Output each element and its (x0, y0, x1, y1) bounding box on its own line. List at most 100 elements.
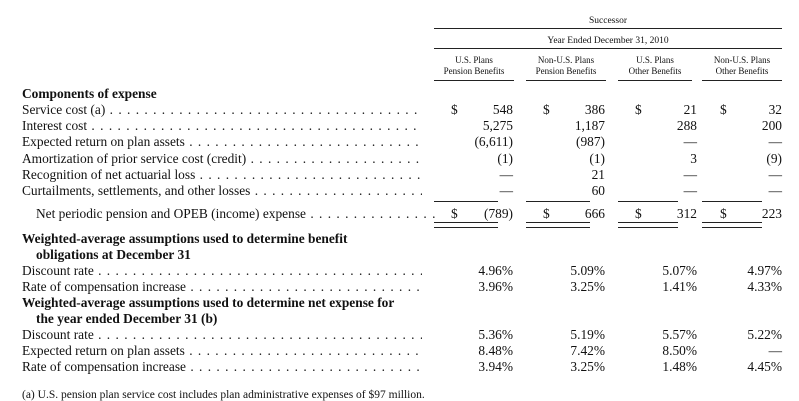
cell-value: 60 (591, 183, 605, 198)
row-label: Curtailments, settlements, and other los… (22, 183, 422, 199)
currency-symbol: $ (635, 206, 642, 221)
cell-value: — (499, 183, 513, 198)
table-row: Recognition of net actuarial loss . . . … (22, 167, 782, 183)
cell-value: 5.36% (478, 327, 513, 342)
leader-dots: . . . . . . . . . . . . . . . . . . . . … (250, 151, 422, 166)
section-title-components: Components of expense (22, 86, 157, 101)
leader-dots: . . . . . . . . . . . . . . . . . . . . … (189, 343, 422, 358)
leader-dots: . . . . . . . . . . . . . . . . . . . . … (190, 359, 422, 374)
row-label-text: Rate of compensation increase (22, 359, 186, 374)
cell-value: 4.45% (747, 359, 782, 374)
subtotal-rule (618, 201, 678, 202)
cell-value: 1.41% (662, 279, 697, 294)
subtotal-rule (702, 201, 762, 202)
cell-value: 21 (683, 102, 697, 117)
table-row: Curtailments, settlements, and other los… (22, 183, 782, 199)
leader-dots: . . . . . . . . . . . . . . . . . . . . … (199, 167, 422, 182)
row-label: Amortization of prior service cost (cred… (22, 151, 422, 167)
table-row: Service cost (a) . . . . . . . . . . . .… (22, 102, 782, 118)
column-header-nonus-other: Non-U.S. Plans Other Benefits (702, 55, 782, 81)
cell-value: 312 (676, 206, 697, 221)
leader-dots: . . . . . . . . . . . . . . . . . . . . … (109, 102, 422, 117)
column-header-line: U.S. Plans (636, 55, 674, 65)
cell-value: 32 (768, 102, 782, 117)
row-label: Net periodic pension and OPEB (income) e… (22, 206, 436, 222)
cell-value: 288 (676, 118, 697, 133)
cell-value: (9) (766, 151, 782, 166)
row-label: Interest cost . . . . . . . . . . . . . … (22, 118, 422, 134)
row-label: Expected return on plan assets . . . . .… (22, 134, 422, 150)
cell-value: 5.09% (570, 263, 605, 278)
column-header-line: Non-U.S. Plans (537, 55, 595, 65)
cell-value: 5.19% (570, 327, 605, 342)
cell-value: — (683, 183, 697, 198)
cell-value: 4.33% (747, 279, 782, 294)
subtotal-rule (434, 201, 498, 202)
column-header-line: Pension Benefits (443, 66, 505, 76)
row-label-text: Net periodic pension and OPEB (income) e… (36, 206, 306, 221)
row-label-text: Interest cost (22, 118, 88, 133)
column-header-block: Successor Year Ended December 31, 2010 (434, 14, 782, 49)
leader-dots: . . . . . . . . . . . . . . . . . . . . … (190, 279, 422, 294)
currency-symbol: $ (543, 206, 550, 221)
cell-value: (1) (589, 151, 605, 166)
cell-value: 548 (492, 102, 513, 117)
currency-symbol: $ (451, 206, 458, 221)
table-row: Net periodic pension and OPEB (income) e… (22, 206, 782, 222)
cell-value: (987) (575, 134, 605, 149)
row-label: Discount rate . . . . . . . . . . . . . … (22, 263, 422, 279)
leader-dots: . . . . . . . . . . . . . . . . . . . . … (98, 263, 422, 278)
leader-dots: . . . . . . . . . . . . . . . . . . . . … (189, 134, 422, 149)
column-header-nonus-pension: Non-U.S. Plans Pension Benefits (526, 55, 606, 81)
cell-value: 4.96% (478, 263, 513, 278)
cell-value: 200 (761, 118, 782, 133)
column-header-line: Pension Benefits (535, 66, 597, 76)
total-double-rule (434, 222, 498, 228)
total-double-rule (618, 222, 678, 228)
row-label-text: Expected return on plan assets (22, 343, 185, 358)
cell-value: 5.57% (662, 327, 697, 342)
cell-value: 5,275 (482, 118, 513, 133)
successor-heading: Successor (434, 14, 782, 29)
row-label-text: Service cost (a) (22, 102, 106, 117)
cell-value: (789) (483, 206, 513, 221)
row-label: Rate of compensation increase . . . . . … (22, 279, 422, 295)
row-label-text: Curtailments, settlements, and other los… (22, 183, 251, 198)
column-header-line: Non-U.S. Plans (713, 55, 771, 65)
section-title-benefit-assumptions-2: obligations at December 31 (36, 247, 191, 262)
cell-value: — (768, 167, 782, 182)
row-label: Discount rate . . . . . . . . . . . . . … (22, 327, 422, 343)
cell-value: — (768, 343, 782, 358)
row-label: Expected return on plan assets . . . . .… (22, 343, 422, 359)
table-row: Rate of compensation increase . . . . . … (22, 359, 782, 375)
row-label-text: Discount rate (22, 263, 94, 278)
cell-value: 223 (761, 206, 782, 221)
row-label-text: Amortization of prior service cost (cred… (22, 151, 247, 166)
cell-value: — (768, 183, 782, 198)
table-row: Interest cost . . . . . . . . . . . . . … (22, 118, 782, 134)
cell-value: 386 (584, 102, 605, 117)
cell-value: 3.25% (570, 279, 605, 294)
cell-value: 3.94% (478, 359, 513, 374)
column-header-line: Other Benefits (715, 66, 769, 76)
table-row: Expected return on plan assets . . . . .… (22, 134, 782, 150)
cell-value: — (768, 134, 782, 149)
cell-value: 1,187 (574, 118, 605, 133)
footnote: (a) U.S. pension plan service cost inclu… (22, 389, 425, 401)
row-label: Service cost (a) . . . . . . . . . . . .… (22, 102, 422, 118)
table-row: Discount rate . . . . . . . . . . . . . … (22, 263, 782, 279)
section-title-expense-assumptions-2: the year ended December 31 (b) (36, 311, 218, 326)
cell-value: 5.22% (747, 327, 782, 342)
column-header-us-pension: U.S. Plans Pension Benefits (434, 55, 514, 81)
currency-symbol: $ (720, 206, 727, 221)
cell-value: 8.50% (662, 343, 697, 358)
row-label-text: Discount rate (22, 327, 94, 342)
period-heading: Year Ended December 31, 2010 (434, 33, 782, 49)
cell-value: — (683, 134, 697, 149)
currency-symbol: $ (543, 102, 550, 117)
currency-symbol: $ (635, 102, 642, 117)
table-row: Discount rate . . . . . . . . . . . . . … (22, 327, 782, 343)
leader-dots: . . . . . . . . . . . . . . . . . . . . … (254, 183, 422, 198)
cell-value: 21 (591, 167, 605, 182)
cell-value: 3.25% (570, 359, 605, 374)
